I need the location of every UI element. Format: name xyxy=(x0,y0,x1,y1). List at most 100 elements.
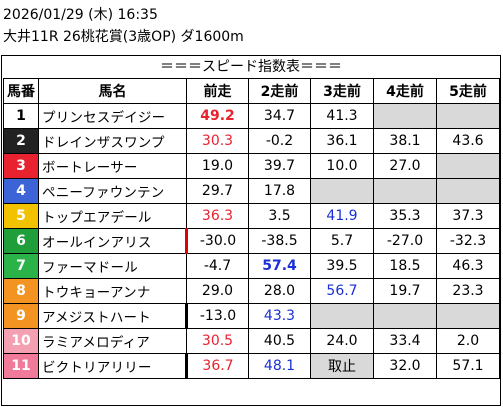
horse-name: ボートレーサー xyxy=(38,153,187,179)
table-row: 11 ビクトリアリリー 36.7 48.1 取止 32.0 57.1 xyxy=(3,353,500,379)
speed-index-cell: 17.8 xyxy=(248,178,311,204)
speed-index-cell: 36.3 xyxy=(186,203,249,229)
speed-index-table: 馬番 馬名 前走 2走前 3走前 4走前 5走前 1 プリンセスデイジー 49.… xyxy=(3,78,500,379)
empty-cell xyxy=(373,103,437,129)
speed-index-cell: 24.0 xyxy=(310,328,374,354)
speed-index-cell: 23.3 xyxy=(436,278,500,304)
speed-index-cell: -32.3 xyxy=(436,228,500,254)
horse-name: トウキョーアンナ xyxy=(38,278,187,304)
speed-index-cell: 5.7 xyxy=(310,228,374,254)
empty-cell xyxy=(310,303,374,329)
horse-number: 11 xyxy=(3,353,39,379)
empty-cell xyxy=(310,178,374,204)
horse-name: ドレインザスワンプ xyxy=(38,128,187,154)
speed-index-cell: 49.2 xyxy=(186,103,249,129)
table-row: 8 トウキョーアンナ 29.0 28.0 56.7 19.7 23.3 xyxy=(3,278,500,304)
empty-cell xyxy=(373,178,437,204)
horse-number: 5 xyxy=(3,203,39,229)
speed-index-cell: -4.7 xyxy=(186,253,249,279)
horse-name: ビクトリアリリー xyxy=(38,353,188,379)
speed-index-cell: 41.3 xyxy=(310,103,374,129)
speed-index-cell: 39.7 xyxy=(248,153,311,179)
col-header-number: 馬番 xyxy=(3,78,39,104)
empty-cell xyxy=(436,153,500,179)
speed-index-cell: 33.4 xyxy=(373,328,437,354)
speed-index-cell: 30.3 xyxy=(186,128,249,154)
speed-index-cell: 29.0 xyxy=(186,278,249,304)
speed-index-cell: -38.5 xyxy=(248,228,311,254)
horse-name: ペニーファウンテン xyxy=(38,178,187,204)
speed-index-cell: 41.9 xyxy=(310,203,374,229)
horse-name: トップエアデール xyxy=(38,203,187,229)
horse-name: ラミアメロディア xyxy=(38,328,187,354)
col-header-2-races-ago: 2走前 xyxy=(248,78,311,104)
speed-index-cell: 39.5 xyxy=(310,253,374,279)
speed-index-panel: ＝＝＝スピード指数表＝＝＝ 馬番 馬名 前走 2走前 3走前 4走前 5走前 xyxy=(1,55,501,406)
empty-cell xyxy=(436,103,500,129)
horse-name: プリンセスデイジー xyxy=(38,103,187,129)
col-header-3-races-ago: 3走前 xyxy=(310,78,374,104)
speed-index-cell: 48.1 xyxy=(248,353,311,379)
horse-name: ファーマドール xyxy=(38,253,187,279)
horse-number: 8 xyxy=(3,278,39,304)
speed-index-cell: 3.5 xyxy=(248,203,311,229)
horse-name: アメジストハート xyxy=(38,303,188,329)
speed-index-cell: 57.1 xyxy=(436,353,500,379)
speed-index-cell: 29.7 xyxy=(186,178,249,204)
speed-index-cell: 57.4 xyxy=(248,253,311,279)
speed-index-cell: 56.7 xyxy=(310,278,374,304)
table-row: 6 オールインアリス -30.0 -38.5 5.7 -27.0 -32.3 xyxy=(3,228,500,254)
scratched-cell: 取止 xyxy=(310,353,374,379)
table-row: 9 アメジストハート -13.0 43.3 xyxy=(3,303,500,329)
speed-index-cell: 43.6 xyxy=(436,128,500,154)
speed-index-cell: 2.0 xyxy=(436,328,500,354)
speed-index-cell: 32.0 xyxy=(373,353,437,379)
table-row: 7 ファーマドール -4.7 57.4 39.5 18.5 46.3 xyxy=(3,253,500,279)
table-row: 2 ドレインザスワンプ 30.3 -0.2 36.1 38.1 43.6 xyxy=(3,128,500,154)
speed-index-cell: 36.7 xyxy=(186,353,249,379)
col-header-4-races-ago: 4走前 xyxy=(373,78,437,104)
horse-number: 6 xyxy=(3,228,39,254)
header-row: 馬番 馬名 前走 2走前 3走前 4走前 5走前 xyxy=(3,78,500,104)
speed-index-cell: -30.0 xyxy=(186,228,249,254)
horse-number: 2 xyxy=(3,128,39,154)
race-title: 大井11R 26桃花賞(3歳OP) ダ1600m xyxy=(3,29,244,45)
speed-index-cell: 18.5 xyxy=(373,253,437,279)
horse-number: 10 xyxy=(3,328,39,354)
speed-index-cell: 34.7 xyxy=(248,103,311,129)
horse-number: 7 xyxy=(3,253,39,279)
speed-index-cell: 43.3 xyxy=(248,303,311,329)
horse-name: オールインアリス xyxy=(38,228,188,254)
speed-index-cell: 38.1 xyxy=(373,128,437,154)
race-datetime: 2026/01/29 (木) 16:35 xyxy=(3,7,158,23)
speed-index-cell: 28.0 xyxy=(248,278,311,304)
horse-number: 1 xyxy=(3,103,39,129)
table-row: 4 ペニーファウンテン 29.7 17.8 xyxy=(3,178,500,204)
table-subtitle: ＝＝＝スピード指数表＝＝＝ xyxy=(160,59,342,75)
table-row: 10 ラミアメロディア 30.5 40.5 24.0 33.4 2.0 xyxy=(3,328,500,354)
speed-index-cell: 35.3 xyxy=(373,203,437,229)
speed-index-cell: 37.3 xyxy=(436,203,500,229)
speed-index-cell: 10.0 xyxy=(310,153,374,179)
speed-index-cell: 30.5 xyxy=(186,328,249,354)
table-row: 3 ボートレーサー 19.0 39.7 10.0 27.0 xyxy=(3,153,500,179)
col-header-horse-name: 馬名 xyxy=(38,78,187,104)
speed-index-cell: 19.0 xyxy=(186,153,249,179)
speed-index-cell: -27.0 xyxy=(373,228,437,254)
empty-cell xyxy=(436,178,500,204)
speed-index-cell: 36.1 xyxy=(310,128,374,154)
speed-index-cell: 46.3 xyxy=(436,253,500,279)
col-header-last-race: 前走 xyxy=(186,78,249,104)
col-header-5-races-ago: 5走前 xyxy=(436,78,500,104)
speed-index-cell: 19.7 xyxy=(373,278,437,304)
horse-number: 4 xyxy=(3,178,39,204)
speed-index-cell: 27.0 xyxy=(373,153,437,179)
speed-index-cell: 40.5 xyxy=(248,328,311,354)
table-row: 5 トップエアデール 36.3 3.5 41.9 35.3 37.3 xyxy=(3,203,500,229)
empty-cell xyxy=(436,303,500,329)
horse-number: 9 xyxy=(3,303,39,329)
horse-number: 3 xyxy=(3,153,39,179)
speed-index-cell: -13.0 xyxy=(186,303,249,329)
speed-index-cell: -0.2 xyxy=(248,128,311,154)
empty-cell xyxy=(373,303,437,329)
